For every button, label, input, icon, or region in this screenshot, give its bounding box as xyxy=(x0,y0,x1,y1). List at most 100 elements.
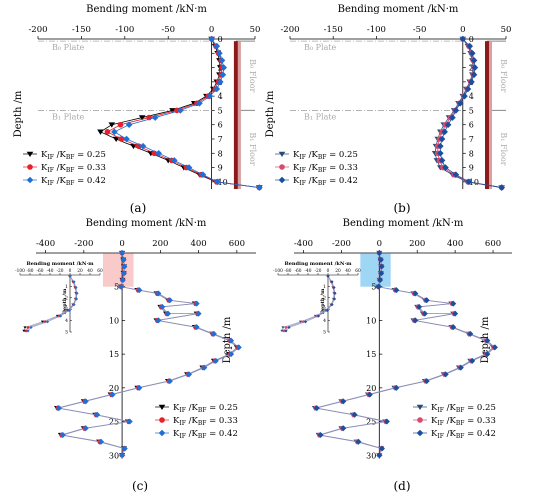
chart-panel-b: Bending moment /kN·m-200-150-100-5005001… xyxy=(265,4,511,215)
data-point xyxy=(366,391,373,398)
series-line-1 xyxy=(434,38,502,188)
data-point xyxy=(313,405,320,412)
data-point xyxy=(220,64,228,71)
data-point xyxy=(378,270,385,277)
x-axis-title: Bending moment /kN·m xyxy=(86,218,207,229)
data-point xyxy=(317,432,324,439)
data-point xyxy=(139,142,147,150)
inset-series-line-2 xyxy=(283,275,335,332)
x-tick-label: 0 xyxy=(460,25,465,35)
inset-x-tick-label: 20 xyxy=(77,269,83,274)
x-tick-label: 0 xyxy=(209,25,214,35)
x-tick-label: 50 xyxy=(250,25,261,35)
y-tick-label: 15 xyxy=(366,350,376,359)
panel-label: (c) xyxy=(132,479,148,493)
data-point xyxy=(459,35,467,43)
data-point xyxy=(438,135,446,143)
legend-label: KIF /KBF = 0.42 xyxy=(41,176,106,187)
b1-floor-label: B₁ Floor xyxy=(248,132,257,165)
inset-data-point xyxy=(316,314,321,318)
data-point xyxy=(423,378,430,385)
y-tick-label: 20 xyxy=(366,384,376,393)
data-point xyxy=(449,114,456,121)
inset-chart: Bending moment /kN·m-100 -80 -60 -40 -20 0 20 4… xyxy=(15,261,103,336)
y-tick-label: 4 xyxy=(218,92,223,101)
inset-x-tick-label: -60 xyxy=(37,269,44,274)
data-point xyxy=(442,371,449,378)
inset-data-point xyxy=(23,326,27,329)
x-tick-label: -150 xyxy=(72,25,91,35)
data-point xyxy=(423,297,430,304)
legend-label: KIF /KBF = 0.25 xyxy=(173,403,238,414)
inset-x-tick-label: -40 xyxy=(305,269,312,274)
data-point xyxy=(216,49,223,57)
data-point xyxy=(498,184,505,191)
x-tick-label: -400 xyxy=(294,239,313,249)
data-point xyxy=(214,178,221,186)
inset-x-tick-label: 0 xyxy=(69,269,72,274)
inset-data-point xyxy=(24,329,28,333)
data-point xyxy=(108,122,116,128)
data-point xyxy=(196,99,203,107)
data-point xyxy=(378,445,385,452)
highlight-zone xyxy=(102,253,134,287)
data-point xyxy=(470,71,478,79)
inset-y-tick-label: 2 xyxy=(323,295,326,301)
inset-data-point xyxy=(284,329,288,333)
data-point xyxy=(416,303,423,310)
data-point xyxy=(82,425,89,432)
data-point xyxy=(444,121,452,129)
data-point xyxy=(201,364,208,371)
data-point xyxy=(125,121,133,129)
inset-data-point xyxy=(58,314,63,318)
y-tick-label: 5 xyxy=(469,106,474,115)
data-point xyxy=(186,371,193,378)
series-line-3 xyxy=(439,38,502,188)
data-point xyxy=(256,184,263,191)
wall-shade xyxy=(488,41,492,190)
x-tick-label: 400 xyxy=(190,239,206,249)
x-tick-label: 0 xyxy=(377,239,382,249)
y-tick-label: 7 xyxy=(469,135,474,144)
data-point xyxy=(195,310,202,317)
inset-y-tick-label: 4 xyxy=(323,318,326,324)
wall xyxy=(484,41,489,190)
legend-label: KIF /KBF = 0.25 xyxy=(431,403,496,414)
data-point xyxy=(98,438,105,445)
inset-y-axis-title: Depth /m xyxy=(320,288,326,315)
data-point xyxy=(383,418,390,425)
wall xyxy=(233,41,238,190)
y-tick-label: 15 xyxy=(109,350,119,359)
y-tick-label: 9 xyxy=(218,164,223,173)
series-line-3 xyxy=(58,252,240,456)
data-point xyxy=(421,310,428,317)
data-point xyxy=(393,287,400,294)
data-point xyxy=(109,391,116,398)
data-point xyxy=(468,78,475,86)
inset-x-tick-label: 20 xyxy=(335,269,341,274)
inset-x-tick-label: 60 xyxy=(97,269,103,274)
data-point xyxy=(155,149,162,157)
x-tick-label: 0 xyxy=(119,239,124,249)
data-point xyxy=(193,324,200,331)
inset-data-point xyxy=(74,285,78,290)
data-point xyxy=(377,276,384,283)
inset-data-point xyxy=(74,297,79,301)
legend-label: KIF /KBF = 0.42 xyxy=(293,176,358,187)
data-point xyxy=(467,330,474,337)
wall-shade xyxy=(237,41,241,190)
data-point xyxy=(471,64,479,71)
inset-data-point xyxy=(45,320,50,324)
panel-label: (d) xyxy=(393,479,410,493)
data-point xyxy=(212,357,219,364)
data-point xyxy=(235,344,242,351)
inset-y-axis-title: Depth /m xyxy=(62,288,68,315)
x-axis-title: Bending moment /kN·m xyxy=(338,4,459,15)
inset-y-tick-label: 5 xyxy=(65,330,68,336)
b0-floor-label: B₀ Floor xyxy=(499,59,508,92)
series-line-2 xyxy=(437,38,502,188)
data-point xyxy=(437,142,444,150)
data-point xyxy=(340,425,347,432)
panel-label: (a) xyxy=(130,201,147,215)
data-point xyxy=(130,143,137,150)
